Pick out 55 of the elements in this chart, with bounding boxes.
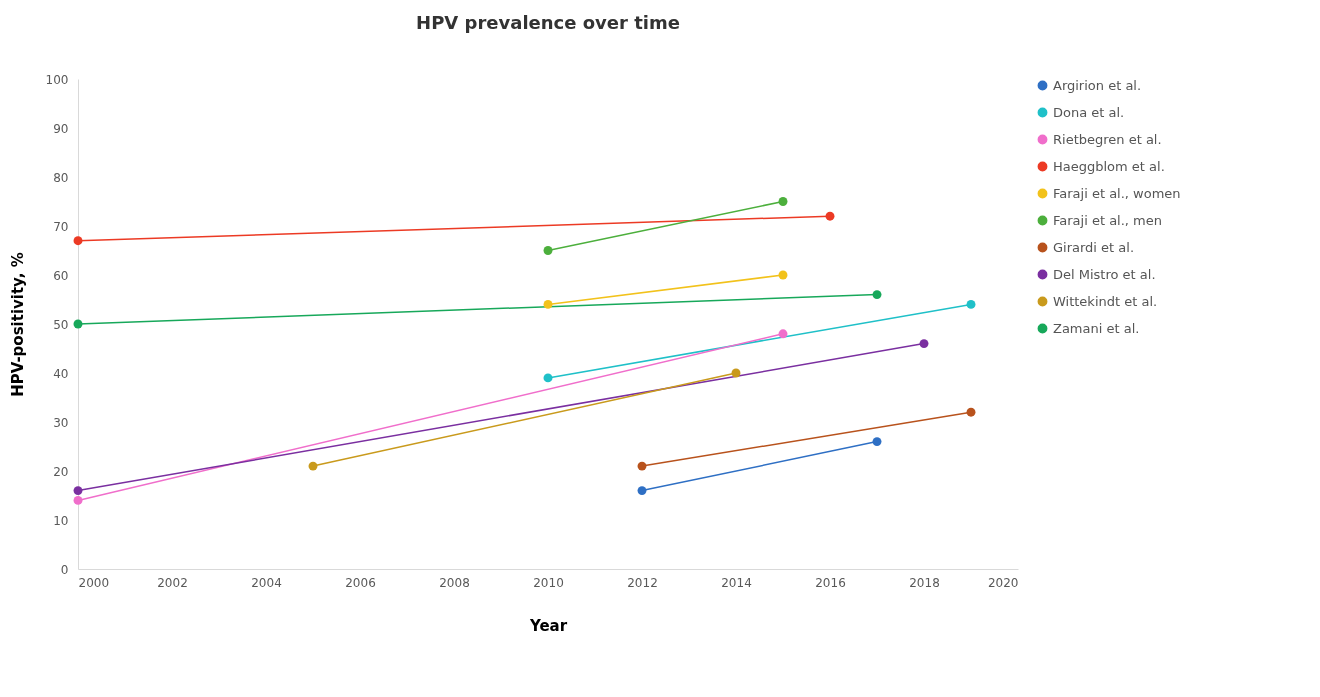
x-tick-label: 2006 (345, 575, 376, 590)
x-tick-label: 2020 (987, 575, 1019, 590)
point (543, 246, 553, 255)
legend-label: Girardi et al. (1053, 239, 1135, 255)
y-tick-label: 80 (53, 170, 69, 185)
legend-label: Del Mistro et al. (1053, 266, 1156, 282)
chart-title: HPV prevalence over time (416, 12, 680, 33)
point (778, 197, 788, 206)
y-tick-label: 10 (53, 513, 69, 528)
y-tick-label: 60 (53, 268, 69, 283)
x-tick-label: 2012 (627, 575, 658, 590)
y-axis-title: HPV-positivity, % (8, 252, 27, 397)
point (872, 437, 882, 447)
legend-label: Zamani et al. (1053, 320, 1140, 336)
point (73, 236, 83, 246)
point (73, 319, 83, 329)
legend-label: Dona et al. (1053, 104, 1125, 120)
x-axis-title: Year (528, 616, 568, 635)
legend-label: Rietbegren et al. (1053, 131, 1162, 147)
legend-label: Haeggblom et al. (1053, 158, 1165, 174)
x-tick-label: 2004 (251, 575, 282, 590)
point (825, 211, 835, 221)
legend-label: Argirion et al. (1053, 77, 1142, 93)
x-tick-label: 2000 (78, 575, 110, 590)
legend-label: Faraji et al., women (1053, 185, 1181, 201)
point (73, 495, 83, 505)
point (919, 339, 929, 349)
y-tick-label: 50 (53, 317, 69, 332)
x-tick-label: 2014 (721, 575, 752, 590)
point (872, 290, 882, 300)
y-tick-label: 30 (53, 415, 69, 430)
x-tick-label: 2008 (439, 575, 470, 590)
point (778, 329, 788, 339)
point (778, 270, 788, 280)
point (966, 299, 976, 309)
x-tick-label: 2016 (815, 575, 846, 590)
point (308, 461, 318, 471)
point (637, 461, 647, 471)
point (966, 407, 976, 417)
y-tick-label: 0 (60, 562, 69, 577)
y-tick-label: 40 (53, 366, 69, 381)
point (543, 299, 553, 309)
point (731, 368, 741, 378)
y-tick-label: 70 (53, 219, 69, 234)
legend-label: Faraji et al., men (1053, 212, 1163, 228)
y-tick-label: 90 (53, 121, 69, 136)
point (637, 486, 647, 496)
y-tick-label: 100 (45, 72, 69, 87)
x-tick-label: 2002 (157, 575, 188, 590)
y-tick-label: 20 (53, 464, 69, 479)
x-tick-label: 2010 (533, 575, 564, 590)
point (543, 373, 553, 383)
x-tick-label: 2018 (909, 575, 940, 590)
point (73, 486, 83, 496)
legend-label: Wittekindt et al. (1053, 293, 1158, 309)
